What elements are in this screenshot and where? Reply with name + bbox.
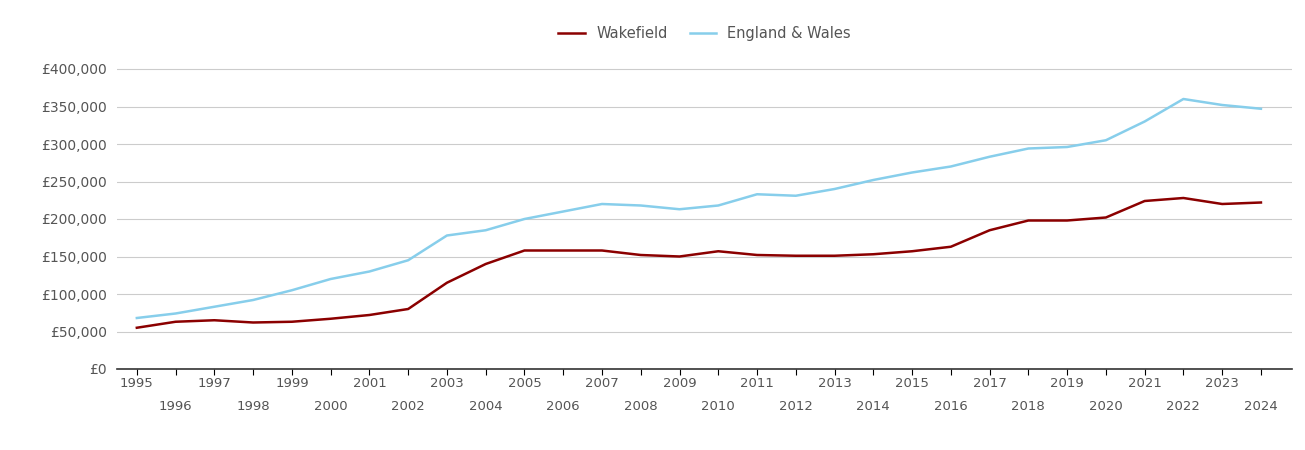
Wakefield	[710, 248, 726, 254]
England & Wales	[206, 304, 222, 310]
Wakefield	[284, 319, 300, 324]
Wakefield	[129, 325, 145, 330]
Wakefield	[245, 320, 261, 325]
England & Wales	[865, 177, 881, 183]
England & Wales	[827, 186, 843, 192]
Wakefield	[904, 248, 920, 254]
England & Wales	[788, 193, 804, 198]
England & Wales	[168, 311, 184, 316]
Wakefield	[749, 252, 765, 258]
England & Wales	[517, 216, 532, 222]
England & Wales	[904, 170, 920, 175]
England & Wales	[594, 201, 609, 207]
England & Wales	[322, 276, 338, 282]
Wakefield	[633, 252, 649, 258]
England & Wales	[749, 192, 765, 197]
Wakefield	[594, 248, 609, 253]
Wakefield	[981, 228, 997, 233]
England & Wales	[438, 233, 454, 238]
Wakefield	[1176, 195, 1191, 201]
England & Wales	[1060, 144, 1075, 150]
Wakefield	[556, 248, 572, 253]
Wakefield	[322, 316, 338, 321]
England & Wales	[981, 154, 997, 159]
Wakefield	[361, 312, 377, 318]
England & Wales	[1021, 146, 1036, 151]
England & Wales	[245, 297, 261, 303]
England & Wales	[710, 203, 726, 208]
England & Wales	[556, 209, 572, 214]
England & Wales	[633, 203, 649, 208]
Wakefield	[1060, 218, 1075, 223]
England & Wales	[672, 207, 688, 212]
Wakefield	[1215, 201, 1231, 207]
Wakefield	[517, 248, 532, 253]
Line: Wakefield: Wakefield	[137, 198, 1261, 328]
Wakefield	[1137, 198, 1152, 204]
Wakefield	[478, 261, 493, 267]
Wakefield	[788, 253, 804, 258]
Wakefield	[944, 244, 959, 249]
Wakefield	[438, 280, 454, 285]
Wakefield	[401, 306, 416, 312]
England & Wales	[129, 315, 145, 321]
England & Wales	[1176, 96, 1191, 102]
England & Wales	[1137, 119, 1152, 124]
England & Wales	[1215, 102, 1231, 108]
Wakefield	[865, 252, 881, 257]
Wakefield	[1253, 200, 1268, 205]
Wakefield	[1021, 218, 1036, 223]
Wakefield	[672, 254, 688, 259]
England & Wales	[401, 257, 416, 263]
Line: England & Wales: England & Wales	[137, 99, 1261, 318]
Wakefield	[206, 318, 222, 323]
England & Wales	[944, 164, 959, 169]
England & Wales	[1253, 106, 1268, 112]
England & Wales	[1098, 138, 1113, 143]
England & Wales	[284, 288, 300, 293]
Wakefield	[1098, 215, 1113, 220]
England & Wales	[478, 228, 493, 233]
Wakefield	[827, 253, 843, 258]
England & Wales	[361, 269, 377, 274]
Legend: Wakefield, England & Wales: Wakefield, England & Wales	[552, 20, 857, 47]
Wakefield	[168, 319, 184, 324]
